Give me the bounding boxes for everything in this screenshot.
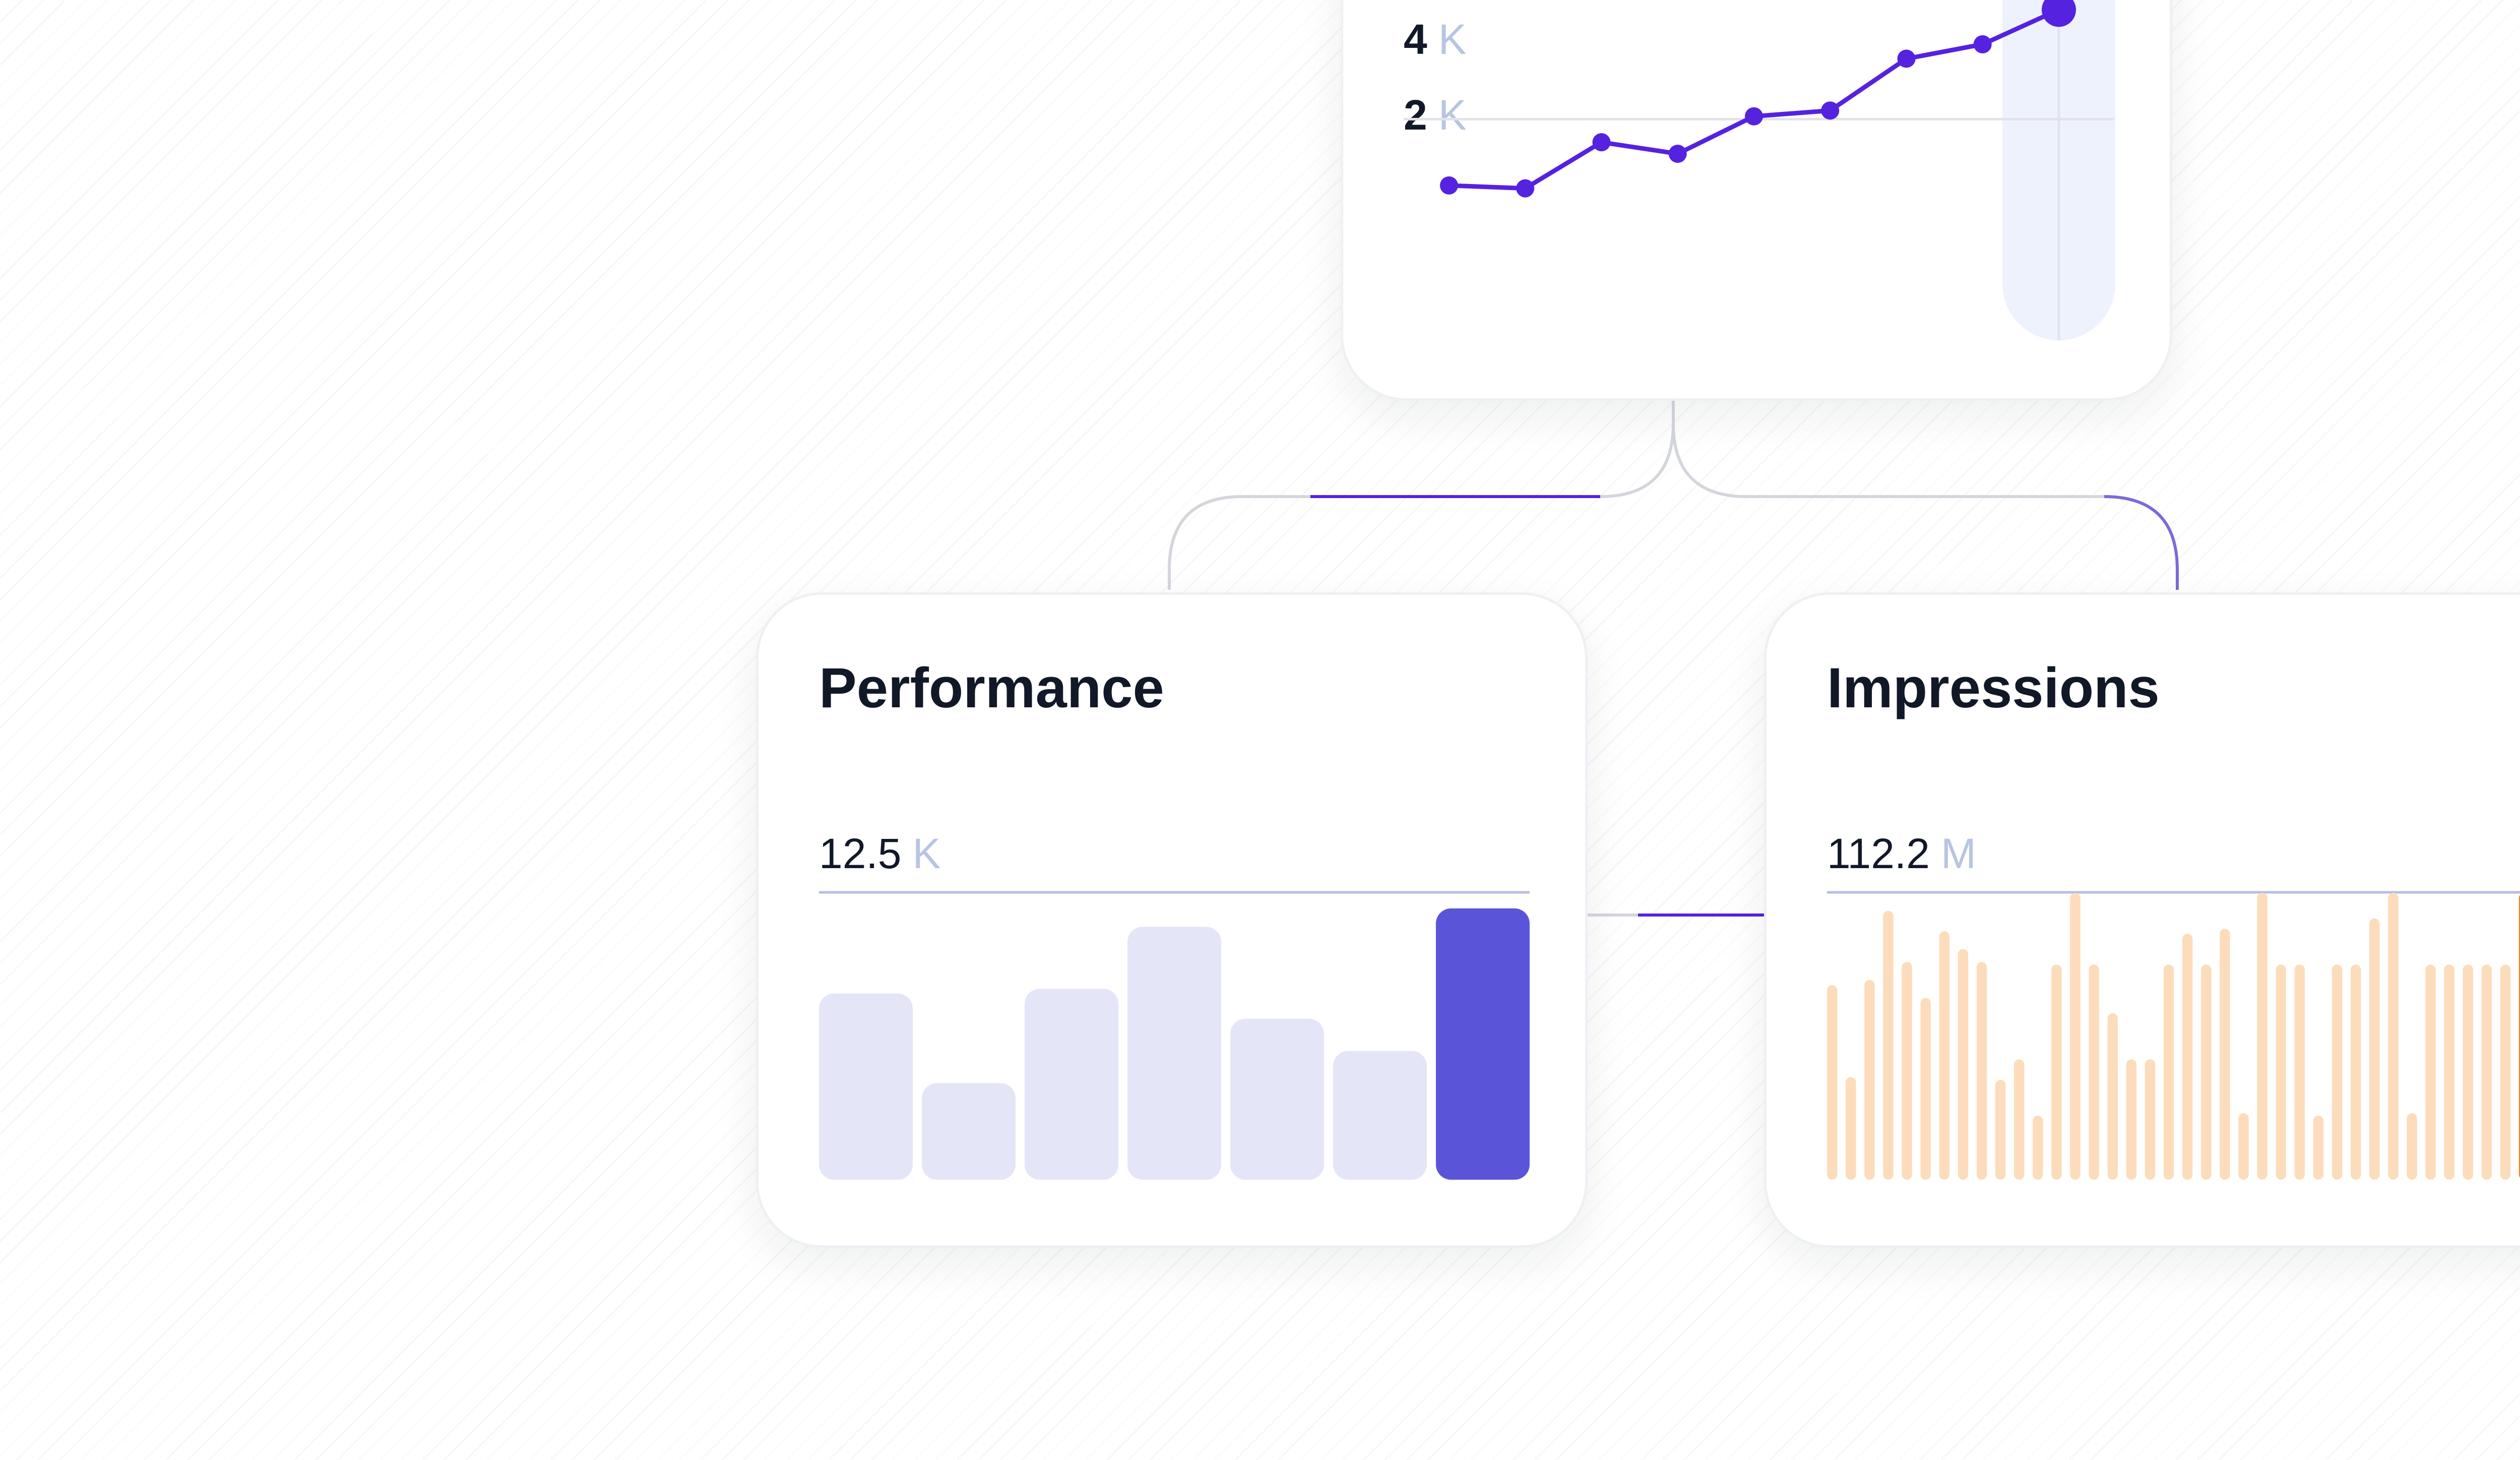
bar[interactable] — [2350, 964, 2361, 1180]
bar[interactable] — [2126, 1059, 2137, 1180]
performance-bar-chart — [819, 891, 1530, 1180]
bar[interactable] — [1920, 998, 1931, 1180]
bar[interactable] — [2425, 964, 2436, 1180]
performance-card[interactable]: Performance 12.5 K — [756, 592, 1588, 1248]
bar[interactable] — [2145, 1059, 2156, 1180]
bar[interactable] — [819, 993, 913, 1180]
bar[interactable] — [1846, 1077, 1856, 1180]
impressions-title: Impressions — [1827, 656, 2160, 719]
impressions-unit: M — [1940, 830, 1976, 877]
impressions-value: 112.2 — [1827, 830, 1930, 877]
data-point[interactable] — [1516, 179, 1535, 198]
bar[interactable] — [2201, 964, 2212, 1180]
y-label-value: 4 — [1404, 16, 1427, 63]
bar[interactable] — [1976, 962, 1987, 1180]
bar[interactable] — [2294, 964, 2305, 1180]
series-line — [1446, 7, 2061, 191]
data-point[interactable] — [1668, 145, 1687, 163]
bar[interactable] — [2332, 964, 2343, 1180]
bar[interactable] — [1939, 931, 1950, 1180]
data-point[interactable] — [1592, 133, 1611, 152]
bar[interactable] — [2033, 1115, 2043, 1180]
bar[interactable] — [1333, 1051, 1427, 1180]
data-point[interactable] — [1745, 107, 1763, 126]
impressions-bar-chart — [1827, 891, 2520, 1180]
highlight-point[interactable] — [2042, 0, 2076, 27]
impressions-card[interactable]: Impressions 112.2 M — [1764, 592, 2520, 1248]
performance-title: Performance — [819, 656, 1164, 719]
bar[interactable] — [2220, 929, 2230, 1180]
bar[interactable] — [1864, 980, 1875, 1180]
y-label-unit: K — [1438, 91, 1467, 139]
connector-right — [1672, 423, 2179, 590]
bar[interactable] — [2238, 1113, 2249, 1180]
data-point[interactable] — [1973, 35, 1992, 53]
bar[interactable] — [2070, 893, 2081, 1180]
performance-unit: K — [912, 830, 941, 877]
bar[interactable] — [2051, 964, 2062, 1180]
bar[interactable] — [2444, 964, 2454, 1180]
bar[interactable] — [1230, 1018, 1324, 1180]
connector-left — [1168, 423, 1675, 590]
bar[interactable] — [2182, 934, 2193, 1180]
bar[interactable] — [2407, 1113, 2417, 1180]
bar[interactable] — [1902, 962, 1912, 1180]
data-point[interactable] — [1440, 176, 1458, 195]
performance-value: 12.5 — [819, 830, 902, 877]
bar[interactable] — [2369, 918, 2380, 1180]
bar[interactable] — [2388, 893, 2399, 1180]
impressions-value-label: 112.2 M — [1827, 829, 1976, 878]
bar[interactable] — [2014, 1059, 2025, 1180]
bar[interactable] — [2089, 964, 2099, 1180]
bar[interactable] — [2463, 964, 2473, 1180]
bar[interactable] — [2313, 1115, 2324, 1180]
bar[interactable] — [2163, 964, 2174, 1180]
bar[interactable] — [1995, 1079, 2006, 1180]
data-point[interactable] — [1897, 49, 1916, 68]
connector-right-active — [2104, 495, 2179, 590]
bar[interactable] — [1827, 985, 1838, 1180]
bar-highlighted[interactable] — [2518, 893, 2520, 1180]
bar[interactable] — [2257, 893, 2267, 1180]
data-point[interactable] — [1821, 101, 1840, 120]
bar[interactable] — [2500, 964, 2511, 1180]
performance-value-label: 12.5 K — [819, 829, 941, 878]
line-chart — [1404, 0, 2115, 340]
bar[interactable] — [2107, 1013, 2118, 1180]
y-label-unit: K — [1438, 16, 1467, 63]
bar[interactable] — [1025, 989, 1118, 1180]
bar[interactable] — [1883, 910, 1894, 1180]
bar[interactable] — [2481, 964, 2492, 1180]
bar[interactable] — [1958, 949, 1969, 1180]
bar[interactable] — [2276, 964, 2286, 1180]
bar[interactable] — [1127, 927, 1221, 1180]
y-label-value: 2 — [1404, 91, 1427, 139]
bar-highlighted[interactable] — [1436, 908, 1530, 1180]
bar[interactable] — [922, 1083, 1016, 1180]
